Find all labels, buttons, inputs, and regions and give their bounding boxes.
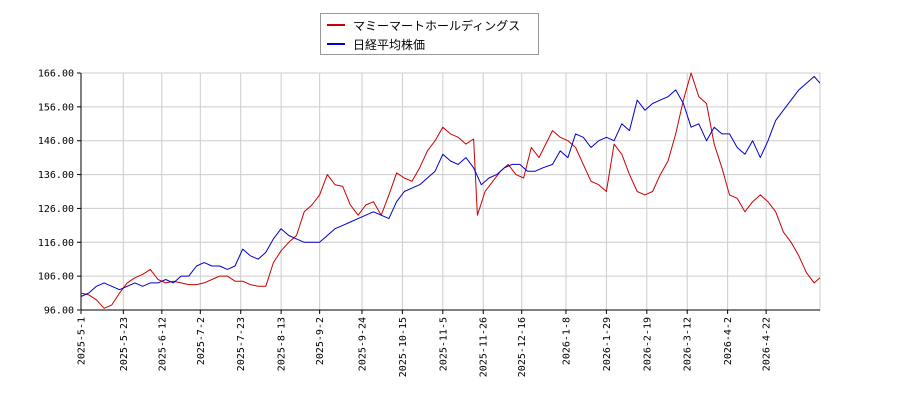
- x-tick-labels: 2025-5-1 2025-5-23 2025-6-12 2025-7-2 2025-7…: [77, 317, 773, 377]
- x-tick-label: 2025-6-12: [157, 317, 168, 371]
- y-tick-label: 166.00: [38, 69, 74, 80]
- y-tick-label: 146.00: [38, 136, 74, 147]
- x-tick-label: 2026-1-8: [561, 317, 572, 365]
- axes: [77, 72, 821, 314]
- x-tick-label: 2025-9-2: [315, 317, 326, 365]
- x-tick-label: 2026-4-2: [723, 317, 734, 365]
- grid-lines: [80, 72, 820, 311]
- x-tick-label: 2025-10-15: [398, 317, 409, 377]
- y-tick-labels: 96.00 106.00 116.00 126.00 136.00 146.00 156.0…: [38, 69, 74, 317]
- x-tick-label: 2025-9-24: [357, 317, 368, 371]
- x-tick-label: 2026-4-22: [762, 317, 773, 371]
- legend-swatch-blue: [327, 43, 345, 45]
- legend-label-mammy-mart: マミーマートホールディングス: [353, 18, 521, 33]
- series-line-mammy-mart: [80, 72, 821, 309]
- x-tick-label: 2026-1-29: [602, 317, 613, 371]
- x-tick-label: 2025-7-2: [196, 317, 207, 365]
- legend-item-nikkei: 日経平均株価: [327, 35, 425, 53]
- x-tick-label: 2025-5-1: [77, 317, 88, 365]
- x-tick-label: 2026-3-12: [683, 317, 694, 371]
- x-tick-label: 2025-11-26: [479, 317, 490, 377]
- y-tick-label: 156.00: [38, 102, 74, 113]
- plot-frame: [80, 72, 821, 311]
- y-tick-label: 96.00: [44, 306, 74, 317]
- y-tick-label: 106.00: [38, 272, 74, 283]
- legend-label-nikkei: 日経平均株価: [353, 37, 426, 52]
- legend-item-mammy-mart: マミーマートホールディングス: [327, 16, 520, 34]
- series-lines: [80, 72, 821, 309]
- y-tick-label: 136.00: [38, 170, 74, 181]
- x-tick-label: 2025-7-23: [236, 317, 247, 371]
- x-tick-label: 2026-2-19: [642, 317, 653, 371]
- x-tick-label: 2025-11-5: [438, 317, 449, 371]
- x-tick-label: 2025-8-13: [277, 317, 288, 371]
- y-tick-label: 126.00: [38, 204, 74, 215]
- legend-swatch-red: [327, 24, 345, 26]
- x-tick-label: 2025-12-16: [517, 317, 528, 377]
- x-tick-label: 2025-5-23: [119, 317, 130, 371]
- y-tick-label: 116.00: [38, 238, 74, 249]
- legend: マミーマートホールディングス 日経平均株価: [320, 13, 539, 55]
- series-line-nikkei: [80, 75, 821, 297]
